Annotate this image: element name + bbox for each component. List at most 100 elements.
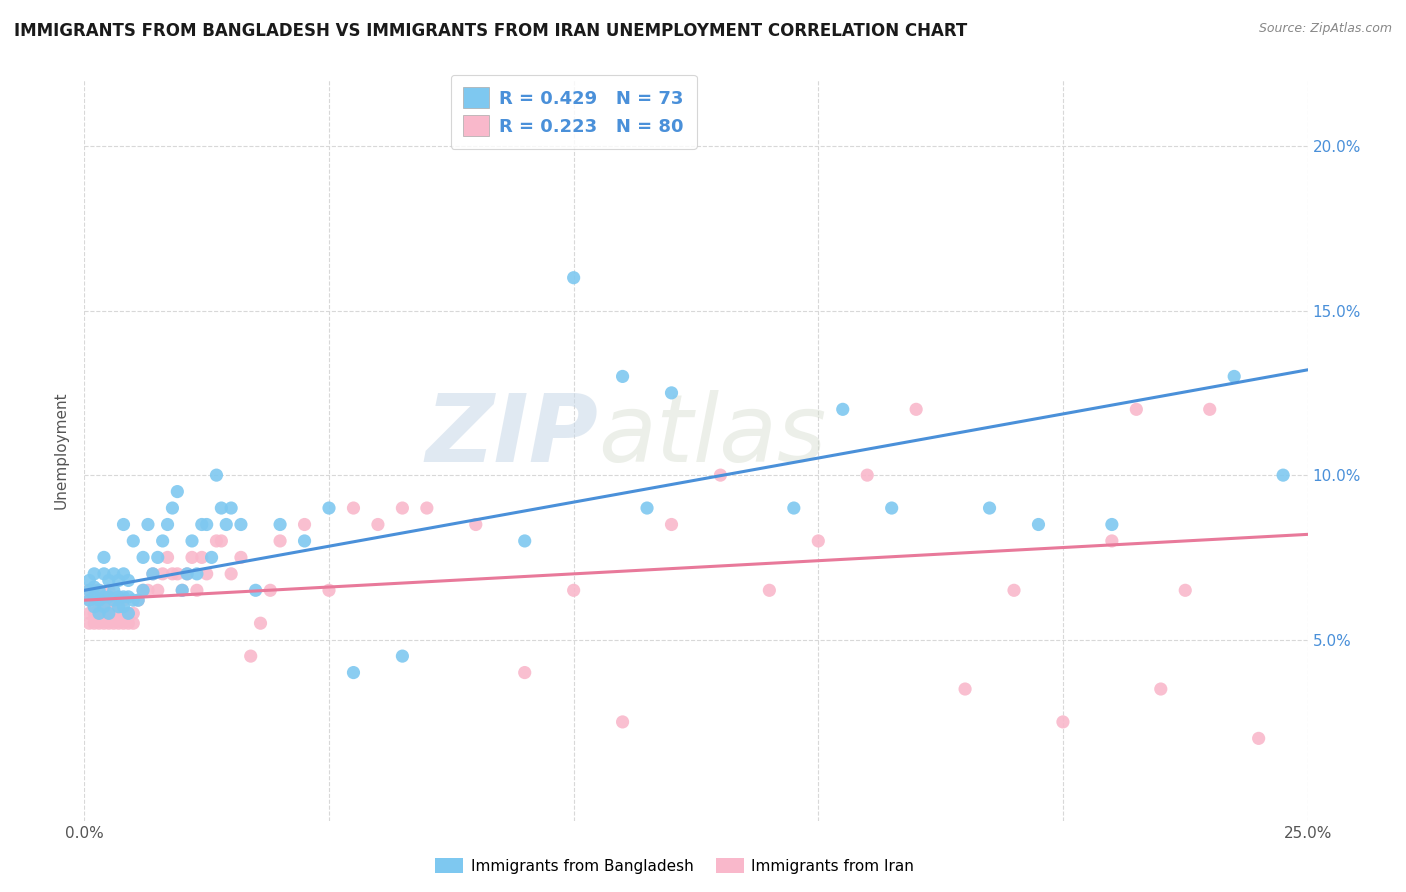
Point <box>103 607 125 621</box>
Point <box>176 566 198 581</box>
Point <box>1028 517 1050 532</box>
Point <box>112 517 135 532</box>
Point <box>93 616 115 631</box>
Point <box>880 501 903 516</box>
Point <box>136 517 159 532</box>
Point <box>239 649 262 664</box>
Point <box>142 566 165 581</box>
Point <box>87 607 110 621</box>
Point <box>136 583 159 598</box>
Point <box>1223 369 1246 384</box>
Point <box>181 533 204 548</box>
Point <box>93 550 115 565</box>
Point <box>122 616 145 631</box>
Point <box>132 550 155 565</box>
Point <box>103 583 125 598</box>
Text: ZIP: ZIP <box>425 390 598 482</box>
Point <box>391 501 413 516</box>
Point <box>229 550 252 565</box>
Point <box>856 468 879 483</box>
Point <box>562 583 585 598</box>
Point <box>1101 533 1123 548</box>
Point <box>636 501 658 516</box>
Point <box>112 566 135 581</box>
Point <box>107 590 129 604</box>
Point <box>97 616 120 631</box>
Point <box>93 566 115 581</box>
Point <box>132 583 155 598</box>
Point <box>562 270 585 285</box>
Point <box>367 517 389 532</box>
Point <box>259 583 281 598</box>
Point <box>107 574 129 588</box>
Text: atlas: atlas <box>598 390 827 481</box>
Point <box>269 533 291 548</box>
Point <box>117 574 139 588</box>
Point <box>661 517 683 532</box>
Point <box>87 593 110 607</box>
Point <box>209 533 232 548</box>
Point <box>107 616 129 631</box>
Point <box>146 583 169 598</box>
Point <box>391 649 413 664</box>
Point <box>97 607 120 621</box>
Point <box>132 583 155 598</box>
Point <box>318 501 340 516</box>
Point <box>831 402 853 417</box>
Point <box>783 501 806 516</box>
Point <box>200 550 222 565</box>
Point <box>166 566 188 581</box>
Point <box>87 583 110 598</box>
Point <box>191 550 214 565</box>
Point <box>1125 402 1147 417</box>
Point <box>186 566 208 581</box>
Point <box>342 501 364 516</box>
Point <box>83 590 105 604</box>
Point <box>245 583 267 598</box>
Point <box>83 593 105 607</box>
Point <box>93 590 115 604</box>
Point <box>77 593 100 607</box>
Point <box>905 402 928 417</box>
Point <box>1002 583 1025 598</box>
Point <box>83 607 105 621</box>
Legend: Immigrants from Bangladesh, Immigrants from Iran: Immigrants from Bangladesh, Immigrants f… <box>429 852 921 880</box>
Point <box>1198 402 1220 417</box>
Point <box>1174 583 1197 598</box>
Point <box>953 681 976 696</box>
Point <box>195 517 218 532</box>
Point <box>112 593 135 607</box>
Point <box>513 665 536 680</box>
Point <box>209 501 232 516</box>
Point <box>1272 468 1295 483</box>
Point <box>93 607 115 621</box>
Point <box>107 599 129 614</box>
Point <box>709 468 731 483</box>
Point <box>112 607 135 621</box>
Point <box>97 590 120 604</box>
Point <box>195 566 218 581</box>
Point <box>1150 681 1173 696</box>
Point <box>112 590 135 604</box>
Point <box>77 583 100 598</box>
Point <box>103 566 125 581</box>
Point <box>83 583 105 598</box>
Point <box>87 599 110 614</box>
Point <box>342 665 364 680</box>
Point <box>97 583 120 598</box>
Point <box>294 533 316 548</box>
Point <box>1247 731 1270 746</box>
Point <box>181 550 204 565</box>
Point <box>612 369 634 384</box>
Point <box>979 501 1001 516</box>
Point <box>162 566 184 581</box>
Point <box>97 574 120 588</box>
Point <box>107 607 129 621</box>
Point <box>77 583 100 598</box>
Point <box>215 517 238 532</box>
Point <box>112 599 135 614</box>
Point <box>156 550 179 565</box>
Point <box>87 583 110 598</box>
Point <box>269 517 291 532</box>
Point <box>318 583 340 598</box>
